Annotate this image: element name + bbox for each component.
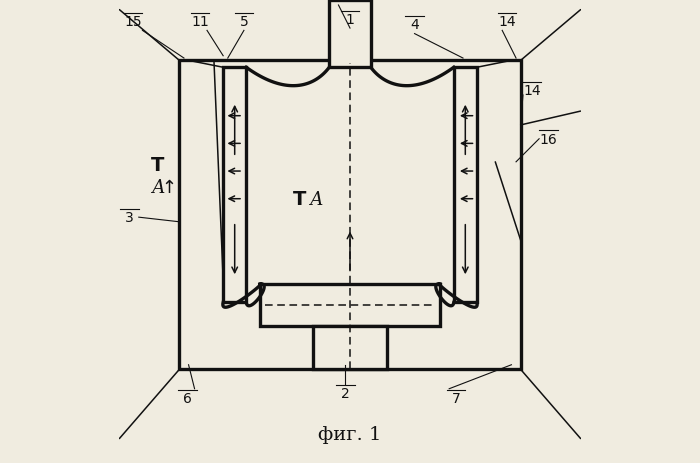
Text: Т: Т	[151, 155, 164, 174]
Text: А: А	[151, 179, 164, 197]
Text: 15: 15	[125, 15, 142, 29]
Bar	[329, 1, 371, 68]
Text: 3: 3	[125, 211, 134, 225]
Text: А: А	[309, 190, 322, 208]
Bar	[454, 68, 477, 303]
Text: 14: 14	[524, 84, 541, 98]
Text: 6: 6	[183, 391, 192, 405]
Bar	[179, 61, 521, 369]
Text: 7: 7	[452, 391, 461, 405]
Bar	[313, 326, 387, 369]
Text: 4: 4	[410, 19, 419, 32]
Bar	[260, 284, 440, 326]
Text: Т: Т	[293, 190, 306, 209]
Text: 14: 14	[498, 15, 516, 29]
Text: 11: 11	[191, 15, 209, 29]
Bar	[223, 68, 246, 303]
Text: 1: 1	[346, 13, 354, 27]
Text: ↑: ↑	[162, 179, 177, 197]
Text: 2: 2	[341, 387, 350, 400]
Text: 16: 16	[540, 132, 557, 146]
Text: 5: 5	[239, 15, 248, 29]
Text: фиг. 1: фиг. 1	[318, 425, 382, 443]
